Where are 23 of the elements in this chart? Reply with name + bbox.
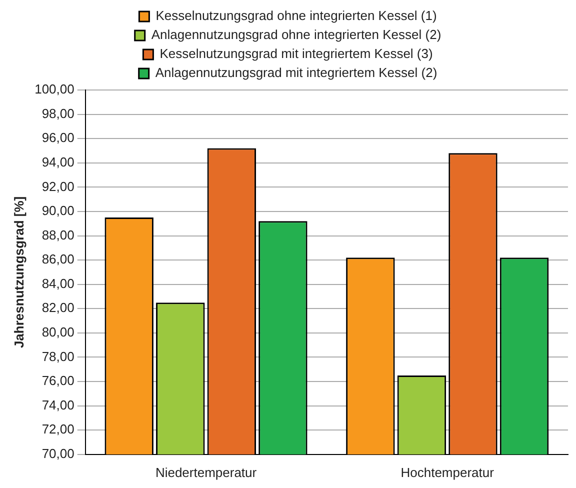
y-tick-label: 76,00 [42,373,74,388]
y-tick-label: 72,00 [42,422,74,437]
y-tick-label: 90,00 [42,203,74,218]
y-tick-label: 86,00 [42,252,74,267]
y-axis-title: Jahresnutzungsgrad [%] [11,196,26,348]
y-tick-label: 70,00 [42,446,74,461]
legend-label: Kesselnutzungsgrad ohne integrierten Kessel (1) [156,8,437,24]
y-tick-label: 96,00 [42,130,74,146]
y-tick-label: 94,00 [42,154,74,170]
legend-label: Anlagennutzungsgrad ohne integrierten Kessel (2) [151,27,442,42]
y-tick-label: 84,00 [42,276,74,291]
y-tick-label: 88,00 [42,227,74,242]
y-tick-label: 100,00 [34,82,74,97]
y-tick-label: 80,00 [42,324,74,340]
legend-label: Anlagennutzungsgrad mit integriertem Kessel (2) [155,65,438,80]
legend-label: Kesselnutzungsgrad mit integriertem Kessel (3) [160,46,433,62]
y-tick-label: 78,00 [42,348,74,364]
x-tick-label: Hochtemperatur [400,464,495,480]
x-tick-label: Niedertemperatur [155,464,258,480]
y-tick-label: 82,00 [42,300,74,316]
y-tick-label: 98,00 [42,106,74,121]
y-tick-label: 92,00 [42,178,74,194]
y-tick-label: 74,00 [42,397,74,412]
